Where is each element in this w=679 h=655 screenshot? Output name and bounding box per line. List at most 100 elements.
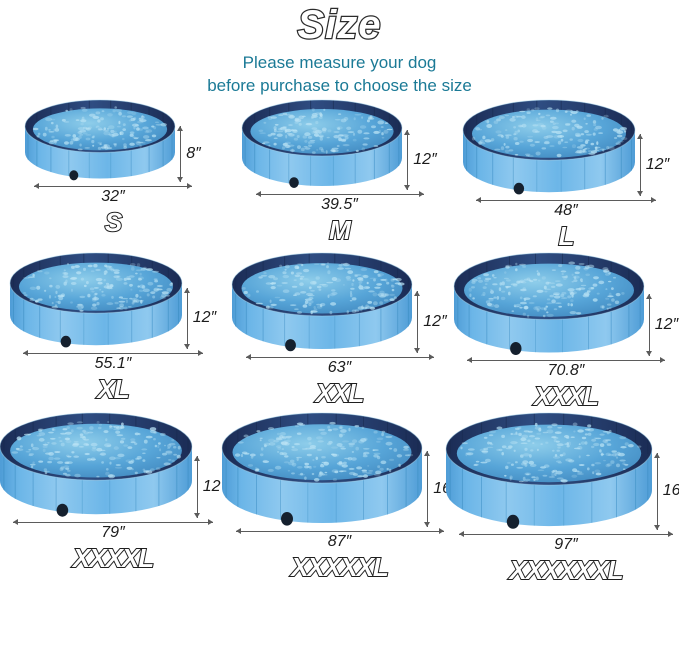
size-label: XXXXXXL xyxy=(509,554,625,585)
height-dimension: 12″ xyxy=(636,134,670,197)
pool-xxxxxl xyxy=(221,411,423,527)
diameter-value: 48″ xyxy=(554,202,578,220)
diameter-value: 70.8″ xyxy=(547,362,585,380)
pool-xxxl xyxy=(453,251,645,357)
height-dimension-line xyxy=(424,450,431,527)
pool-illustration xyxy=(241,99,403,188)
height-dimension-line xyxy=(414,290,421,353)
diameter-value: 55.1″ xyxy=(94,354,132,372)
height-value: 12″ xyxy=(645,156,670,174)
diameter-dimension: 97″ xyxy=(459,530,673,554)
size-row: 12″ 55.1″ XL xyxy=(0,251,679,411)
diameter-dimension: 87″ xyxy=(235,527,444,551)
size-label: XL xyxy=(96,373,130,404)
subtitle-line-1: Please measure your dog xyxy=(242,53,437,72)
pool-xxxxxxl xyxy=(445,411,653,530)
height-value: 8″ xyxy=(186,145,201,163)
height-dimension: 12″ xyxy=(404,129,437,190)
drain-plug xyxy=(509,341,522,355)
pool-s xyxy=(24,98,176,183)
size-card-xxxxl: 12″ 79″ XXXXL xyxy=(0,411,226,585)
height-value: 12″ xyxy=(202,477,227,495)
header: Size Please measure your dog before purc… xyxy=(0,0,679,98)
pool-xxl xyxy=(231,251,413,353)
subtitle: Please measure your dog before purchase … xyxy=(0,51,679,98)
pool-with-height-dimension: 12″ xyxy=(462,98,670,197)
size-card-l: 12″ 48″ L xyxy=(453,98,679,251)
diameter-dimension-line xyxy=(459,530,673,537)
pool-with-height-dimension: 16″ xyxy=(221,411,457,527)
diameter-dimension-line xyxy=(235,527,444,534)
height-dimension-line xyxy=(653,452,660,530)
pool-illustration xyxy=(9,252,183,348)
pool-illustration xyxy=(0,412,193,517)
size-card-xxxxxl: 16″ 87″ XXXXXL xyxy=(221,411,457,585)
drain-plug xyxy=(289,177,300,188)
height-dimension-line xyxy=(636,134,643,197)
size-grid: 8″ 32″ S xyxy=(0,98,679,585)
height-dimension-line xyxy=(193,455,200,518)
diameter-value: 97″ xyxy=(554,535,578,553)
size-card-xxxl: 12″ 70.8″ XXXL xyxy=(453,251,679,411)
size-label: S xyxy=(104,207,123,238)
pool-with-height-dimension: 12″ xyxy=(453,251,679,357)
pool-illustration xyxy=(445,412,653,529)
size-label: M xyxy=(328,214,352,245)
diameter-dimension: 39.5″ xyxy=(255,190,424,214)
drain-plug xyxy=(281,511,294,526)
height-dimension-line xyxy=(404,129,411,190)
diameter-dimension: 63″ xyxy=(245,353,434,377)
pool-with-height-dimension: 12″ xyxy=(0,411,226,518)
height-dimension-line xyxy=(183,287,190,349)
drain-plug xyxy=(56,503,68,517)
diameter-value: 39.5″ xyxy=(321,195,358,213)
pool-m xyxy=(241,98,403,190)
height-value: 12″ xyxy=(654,316,679,334)
pool-illustration xyxy=(24,99,176,181)
pool-illustration xyxy=(453,252,645,355)
pool-with-height-dimension: 12″ xyxy=(241,98,437,190)
diameter-dimension: 79″ xyxy=(13,518,213,542)
size-card-xxl: 12″ 63″ XXL xyxy=(227,251,453,411)
height-value: 12″ xyxy=(413,150,437,168)
pool-with-height-dimension: 12″ xyxy=(9,251,217,349)
drain-plug xyxy=(69,170,79,181)
size-row: 12″ 79″ XXXXL xyxy=(0,411,679,585)
pool-illustration xyxy=(231,252,413,351)
diameter-dimension: 32″ xyxy=(34,183,192,206)
pool-xl xyxy=(9,251,183,349)
size-row: 8″ 32″ S xyxy=(0,98,679,251)
pool-xxxxl xyxy=(0,411,193,518)
diameter-value: 79″ xyxy=(101,523,125,541)
height-value: 12″ xyxy=(192,309,217,327)
pool-with-height-dimension: 16″ xyxy=(445,411,679,530)
subtitle-line-2: before purchase to choose the size xyxy=(207,76,472,96)
height-dimension: 16″ xyxy=(653,452,679,530)
height-dimension: 12″ xyxy=(645,294,679,357)
diameter-dimension-line xyxy=(13,518,213,525)
diameter-dimension: 48″ xyxy=(476,197,656,220)
size-card-s: 8″ 32″ S xyxy=(0,98,226,251)
height-dimension-line xyxy=(177,126,184,183)
height-dimension: 12″ xyxy=(183,287,217,349)
diameter-dimension-line xyxy=(245,353,434,360)
height-dimension-line xyxy=(645,294,652,357)
size-label: XXXXXL xyxy=(290,551,390,582)
pool-illustration xyxy=(221,412,423,526)
drain-plug xyxy=(506,514,519,529)
height-value: 16″ xyxy=(662,482,679,500)
page-title: Size xyxy=(296,3,382,48)
pool-with-height-dimension: 12″ xyxy=(231,251,447,353)
size-card-xxxxxxl: 16″ 97″ XXXXXXL xyxy=(445,411,679,585)
diameter-value: 32″ xyxy=(101,188,125,206)
diameter-dimension: 70.8″ xyxy=(467,357,665,380)
drain-plug xyxy=(60,335,71,348)
diameter-dimension-line xyxy=(476,197,656,204)
pool-l xyxy=(462,98,636,196)
size-label: L xyxy=(558,221,576,252)
height-dimension: 12″ xyxy=(193,455,227,518)
height-value: 12″ xyxy=(423,312,447,330)
diameter-dimension-line xyxy=(255,190,424,197)
diameter-value: 87″ xyxy=(327,532,352,550)
size-label: XXL xyxy=(315,377,366,408)
